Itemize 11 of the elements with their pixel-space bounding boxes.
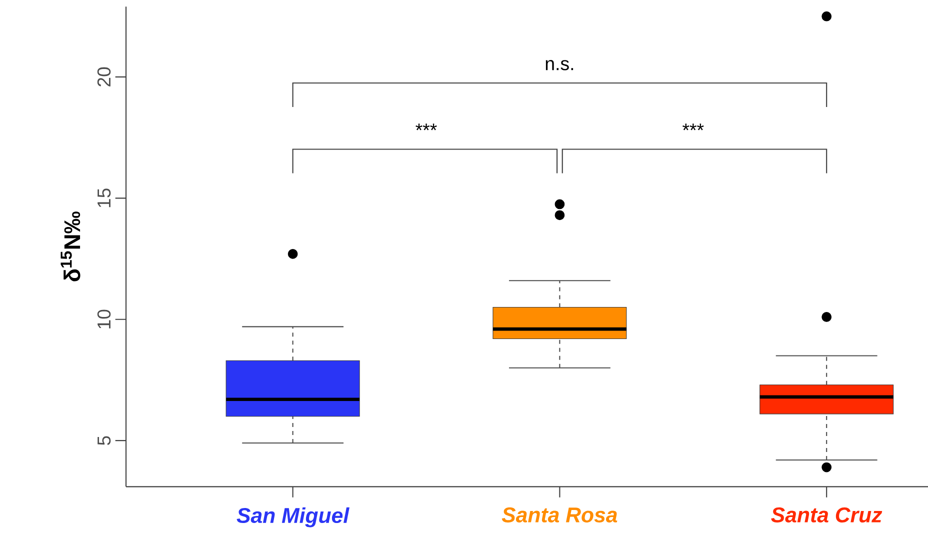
y-tick-label: 5 (98, 436, 111, 446)
y-tick-label: 20 (97, 67, 111, 87)
annotation: *** (416, 124, 437, 130)
annotation: *** (682, 124, 704, 130)
x-tick-label: Santa Cruz (771, 508, 882, 523)
y-axis-title: δ$^{15}$N‰ (60, 212, 80, 282)
x-tick-label: San Miguel (236, 508, 350, 528)
x-tick-label: Santa Rosa (502, 508, 618, 523)
y-tick-label: 15 (98, 188, 111, 208)
annotation: n.s. (546, 60, 574, 70)
y-tick-label: 10 (97, 310, 111, 329)
